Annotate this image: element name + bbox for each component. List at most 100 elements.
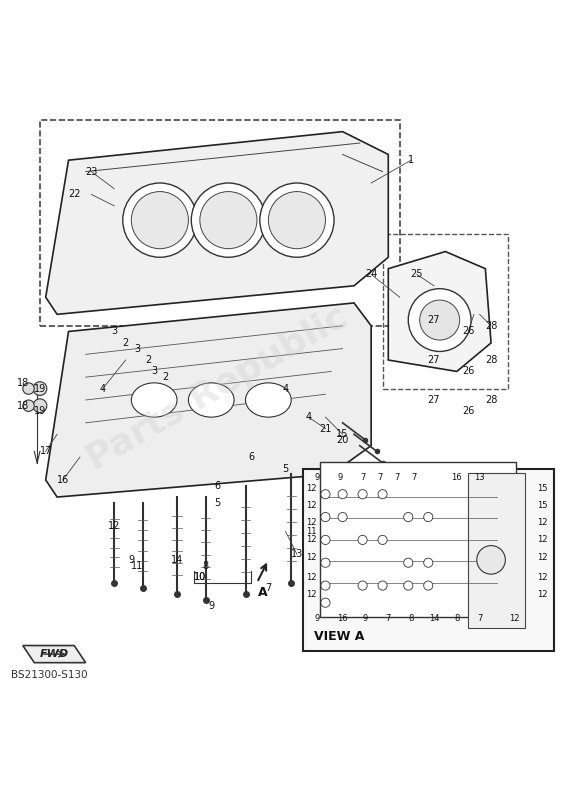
Ellipse shape xyxy=(246,383,291,417)
Text: 19: 19 xyxy=(34,406,46,417)
Text: 12: 12 xyxy=(306,535,316,544)
Circle shape xyxy=(424,513,433,522)
Text: 25: 25 xyxy=(411,270,423,279)
Circle shape xyxy=(321,535,330,545)
Text: 26: 26 xyxy=(462,366,475,377)
Text: 16: 16 xyxy=(337,614,348,622)
Circle shape xyxy=(321,513,330,522)
Text: 9: 9 xyxy=(208,601,214,610)
Circle shape xyxy=(338,513,347,522)
Text: 2: 2 xyxy=(123,338,128,348)
Text: 5: 5 xyxy=(283,463,288,474)
Text: 12: 12 xyxy=(306,573,316,582)
Text: 7: 7 xyxy=(377,473,383,482)
Text: A: A xyxy=(258,586,267,598)
Text: 9: 9 xyxy=(337,473,343,482)
Circle shape xyxy=(378,581,387,590)
Text: 1: 1 xyxy=(408,155,414,165)
Text: 19: 19 xyxy=(34,383,46,394)
Text: 9: 9 xyxy=(128,555,134,565)
Text: 7: 7 xyxy=(411,473,417,482)
Circle shape xyxy=(23,400,34,411)
Polygon shape xyxy=(23,646,86,662)
Circle shape xyxy=(200,191,257,249)
Text: 7: 7 xyxy=(360,473,365,482)
Text: 3: 3 xyxy=(111,326,117,337)
Text: 4: 4 xyxy=(100,383,106,394)
Circle shape xyxy=(33,399,47,413)
Circle shape xyxy=(321,490,330,498)
Text: 8: 8 xyxy=(408,614,414,622)
Text: 8: 8 xyxy=(454,614,460,622)
Text: 27: 27 xyxy=(428,395,440,405)
Text: 12: 12 xyxy=(537,573,548,582)
Text: 7: 7 xyxy=(394,473,400,482)
Circle shape xyxy=(404,581,413,590)
Text: 5: 5 xyxy=(214,498,220,508)
Circle shape xyxy=(358,490,367,498)
Text: 12: 12 xyxy=(509,614,519,622)
Text: 10: 10 xyxy=(194,572,206,582)
Text: 12: 12 xyxy=(537,535,548,544)
Text: 12: 12 xyxy=(537,590,548,598)
Text: 12: 12 xyxy=(306,590,316,598)
Text: 16: 16 xyxy=(57,475,69,485)
Circle shape xyxy=(378,535,387,545)
Text: 2: 2 xyxy=(146,355,151,365)
Circle shape xyxy=(408,289,471,351)
Text: 9: 9 xyxy=(314,473,320,482)
Text: 24: 24 xyxy=(365,270,377,279)
Text: 15: 15 xyxy=(537,484,548,493)
Text: 15: 15 xyxy=(537,501,548,510)
Text: 12: 12 xyxy=(306,484,316,493)
Text: 23: 23 xyxy=(85,166,98,177)
Text: 15: 15 xyxy=(336,430,349,439)
Text: 6: 6 xyxy=(248,452,254,462)
Text: 28: 28 xyxy=(485,355,497,365)
Circle shape xyxy=(424,581,433,590)
FancyBboxPatch shape xyxy=(468,473,525,629)
Text: 21: 21 xyxy=(319,423,332,434)
Text: 2: 2 xyxy=(163,372,168,382)
Text: 22: 22 xyxy=(68,190,81,199)
Text: 12: 12 xyxy=(306,553,316,562)
Text: 4: 4 xyxy=(283,383,288,394)
Text: FWD: FWD xyxy=(39,649,69,659)
Text: 12: 12 xyxy=(108,521,120,530)
Text: 7: 7 xyxy=(266,583,271,594)
Text: 3: 3 xyxy=(151,366,157,377)
Text: 9: 9 xyxy=(314,614,320,622)
Circle shape xyxy=(321,558,330,567)
FancyBboxPatch shape xyxy=(320,462,516,617)
Text: 14: 14 xyxy=(429,614,439,622)
Text: 7: 7 xyxy=(385,614,391,622)
Text: 12: 12 xyxy=(537,518,548,527)
Circle shape xyxy=(424,558,433,567)
Circle shape xyxy=(378,490,387,498)
FancyBboxPatch shape xyxy=(303,469,554,651)
Text: 11: 11 xyxy=(131,561,143,570)
Text: 20: 20 xyxy=(336,435,349,445)
Circle shape xyxy=(191,183,266,258)
Text: 9: 9 xyxy=(363,614,368,622)
Text: 13: 13 xyxy=(475,473,485,482)
Circle shape xyxy=(358,581,367,590)
Circle shape xyxy=(260,183,334,258)
Circle shape xyxy=(404,513,413,522)
Text: 26: 26 xyxy=(462,326,475,337)
Text: 13: 13 xyxy=(291,549,303,559)
Text: 7: 7 xyxy=(477,614,482,622)
Text: 3: 3 xyxy=(134,344,140,354)
Text: 27: 27 xyxy=(428,355,440,365)
Text: 12: 12 xyxy=(306,518,316,527)
Polygon shape xyxy=(46,132,388,314)
Text: 6: 6 xyxy=(214,481,220,490)
Circle shape xyxy=(321,598,330,607)
Text: 18: 18 xyxy=(17,378,29,388)
Circle shape xyxy=(33,382,47,395)
Circle shape xyxy=(321,581,330,590)
Text: 18: 18 xyxy=(17,401,29,410)
Text: 12: 12 xyxy=(306,501,316,510)
Text: 11: 11 xyxy=(306,527,316,536)
Text: 4: 4 xyxy=(305,412,311,422)
